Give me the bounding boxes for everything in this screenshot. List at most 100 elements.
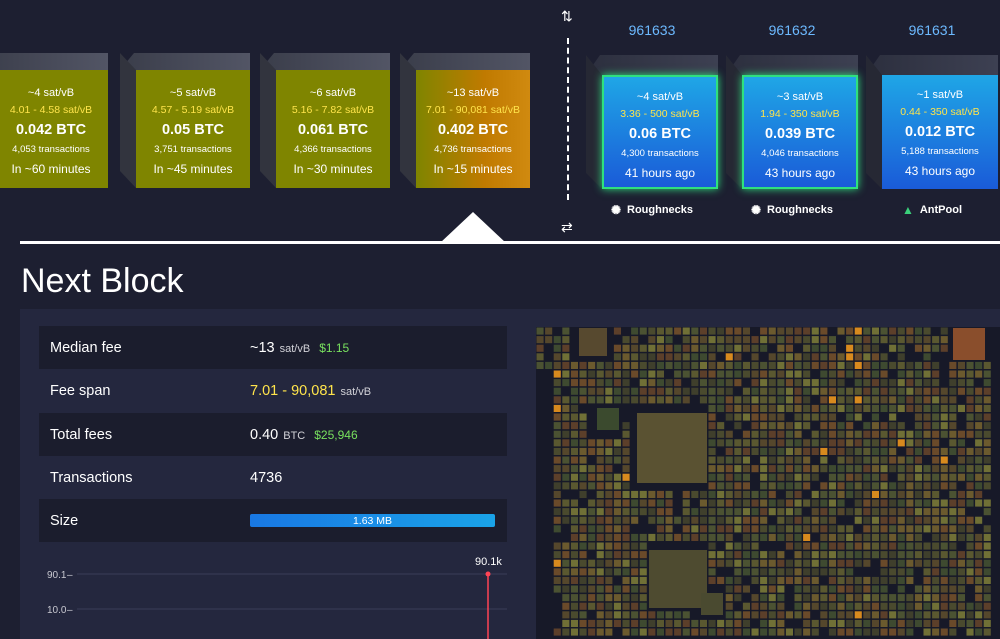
transaction-cell[interactable] xyxy=(871,396,879,404)
transaction-cell[interactable] xyxy=(742,430,750,438)
transaction-cell[interactable] xyxy=(631,353,639,361)
transaction-cell[interactable] xyxy=(562,611,570,619)
transaction-cell[interactable] xyxy=(906,628,914,636)
transaction-cell[interactable] xyxy=(889,490,897,498)
transaction-cell[interactable] xyxy=(932,533,940,541)
transaction-cell[interactable] xyxy=(975,422,983,430)
transaction-cell[interactable] xyxy=(613,353,621,361)
transaction-cell[interactable] xyxy=(828,447,836,455)
transaction-cell[interactable] xyxy=(717,327,725,335)
transaction-cell[interactable] xyxy=(579,542,587,550)
transaction-cell[interactable] xyxy=(656,516,664,524)
transaction-cell[interactable] xyxy=(605,525,613,533)
transaction-cell[interactable] xyxy=(682,327,690,335)
transaction-cell[interactable] xyxy=(699,619,707,627)
transaction-cell[interactable] xyxy=(588,370,596,378)
transaction-cell[interactable] xyxy=(691,379,699,387)
transaction-cell-large[interactable] xyxy=(637,413,707,483)
transaction-cell[interactable] xyxy=(906,619,914,627)
transaction-cell[interactable] xyxy=(717,387,725,395)
transaction-treemap[interactable] xyxy=(536,327,1000,639)
transaction-cell[interactable] xyxy=(871,576,879,584)
transaction-cell[interactable] xyxy=(889,594,897,602)
transaction-cell[interactable] xyxy=(682,611,690,619)
transaction-cell[interactable] xyxy=(785,370,793,378)
transaction-cell[interactable] xyxy=(854,551,862,559)
transaction-cell[interactable] xyxy=(579,439,587,447)
transaction-cell[interactable] xyxy=(828,533,836,541)
transaction-cell[interactable] xyxy=(803,396,811,404)
transaction-cell[interactable] xyxy=(811,387,819,395)
transaction-cell[interactable] xyxy=(923,465,931,473)
transaction-cell[interactable] xyxy=(846,370,854,378)
transaction-cell[interactable] xyxy=(536,336,544,344)
transaction-cell[interactable] xyxy=(983,430,991,438)
transaction-cell[interactable] xyxy=(579,568,587,576)
transaction-cell[interactable] xyxy=(596,516,604,524)
transaction-cell[interactable] xyxy=(966,465,974,473)
transaction-cell[interactable] xyxy=(622,499,630,507)
transaction-cell[interactable] xyxy=(828,508,836,516)
transaction-cell[interactable] xyxy=(760,585,768,593)
transaction-cell[interactable] xyxy=(880,482,888,490)
transaction-cell[interactable] xyxy=(966,473,974,481)
transaction-cell[interactable] xyxy=(570,568,578,576)
transaction-cell[interactable] xyxy=(570,473,578,481)
transaction-cell[interactable] xyxy=(751,353,759,361)
transaction-cell[interactable] xyxy=(553,344,561,352)
transaction-cell[interactable] xyxy=(768,551,776,559)
transaction-cell[interactable] xyxy=(906,482,914,490)
transaction-cell[interactable] xyxy=(828,379,836,387)
transaction-cell[interactable] xyxy=(760,568,768,576)
transaction-cell[interactable] xyxy=(742,387,750,395)
transaction-cell[interactable] xyxy=(742,611,750,619)
transaction-cell[interactable] xyxy=(923,413,931,421)
transaction-cell[interactable] xyxy=(691,387,699,395)
transaction-cell[interactable] xyxy=(622,594,630,602)
transaction-cell[interactable] xyxy=(966,387,974,395)
transaction-cell[interactable] xyxy=(983,559,991,567)
transaction-cell[interactable] xyxy=(837,361,845,369)
transaction-cell[interactable] xyxy=(785,361,793,369)
transaction-cell[interactable] xyxy=(648,533,656,541)
transaction-cell[interactable] xyxy=(751,370,759,378)
transaction-cell[interactable] xyxy=(811,568,819,576)
transaction-cell[interactable] xyxy=(794,473,802,481)
transaction-cell[interactable] xyxy=(863,533,871,541)
transaction-cell[interactable] xyxy=(863,396,871,404)
transaction-cell[interactable] xyxy=(570,559,578,567)
transaction-cell[interactable] xyxy=(966,447,974,455)
transaction-cell[interactable] xyxy=(932,344,940,352)
transaction-cell[interactable] xyxy=(768,353,776,361)
transaction-cell[interactable] xyxy=(828,576,836,584)
transaction-cell[interactable] xyxy=(906,533,914,541)
transaction-cell[interactable] xyxy=(897,542,905,550)
transaction-cell[interactable] xyxy=(639,602,647,610)
transaction-cell[interactable] xyxy=(777,482,785,490)
transaction-cell[interactable] xyxy=(889,439,897,447)
transaction-cell[interactable] xyxy=(553,465,561,473)
transaction-cell[interactable] xyxy=(751,525,759,533)
transaction-cell[interactable] xyxy=(562,422,570,430)
transaction-cell[interactable] xyxy=(940,482,948,490)
transaction-cell[interactable] xyxy=(665,508,673,516)
transaction-cell[interactable] xyxy=(665,344,673,352)
transaction-cell[interactable] xyxy=(742,413,750,421)
transaction-cell[interactable] xyxy=(734,490,742,498)
transaction-cell[interactable] xyxy=(734,508,742,516)
transaction-cell[interactable] xyxy=(760,422,768,430)
transaction-cell[interactable] xyxy=(656,379,664,387)
transaction-cell[interactable] xyxy=(889,533,897,541)
transaction-cell[interactable] xyxy=(906,551,914,559)
transaction-cell[interactable] xyxy=(579,387,587,395)
transaction-cell[interactable] xyxy=(725,430,733,438)
transaction-cell[interactable] xyxy=(949,465,957,473)
transaction-cell[interactable] xyxy=(768,456,776,464)
transaction-cell[interactable] xyxy=(708,396,716,404)
transaction-cell[interactable] xyxy=(820,413,828,421)
transaction-cell[interactable] xyxy=(863,525,871,533)
transaction-cell[interactable] xyxy=(708,361,716,369)
transaction-cell[interactable] xyxy=(940,387,948,395)
transaction-cell[interactable] xyxy=(837,594,845,602)
transaction-cell[interactable] xyxy=(846,585,854,593)
